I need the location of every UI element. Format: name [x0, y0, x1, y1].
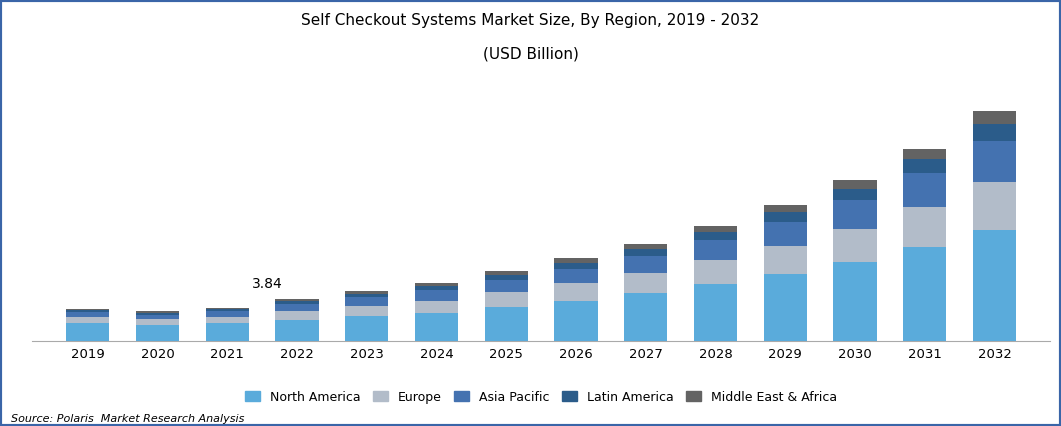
Bar [834, 262, 876, 341]
Bar [275, 304, 318, 311]
Bar [624, 249, 667, 256]
Bar [275, 299, 318, 301]
Bar [415, 283, 458, 286]
Bar [834, 201, 876, 229]
Bar [834, 229, 876, 262]
Bar [206, 308, 248, 309]
Bar [554, 301, 597, 341]
Bar [764, 204, 807, 212]
Bar [66, 323, 109, 341]
Bar [973, 124, 1016, 141]
Bar [554, 283, 597, 301]
Bar [694, 260, 737, 284]
Bar [554, 259, 597, 263]
Bar [903, 149, 946, 159]
Bar [973, 141, 1016, 182]
Bar [834, 189, 876, 201]
Bar [764, 222, 807, 246]
Bar [903, 159, 946, 173]
Bar [136, 320, 179, 325]
Bar [973, 111, 1016, 124]
Bar [485, 280, 528, 292]
Bar [694, 232, 737, 240]
Bar [624, 244, 667, 249]
Bar [206, 323, 248, 341]
Bar [275, 320, 318, 341]
Bar [136, 311, 179, 313]
Bar [136, 313, 179, 314]
Bar [345, 291, 388, 294]
Bar [136, 325, 179, 341]
Bar [345, 317, 388, 341]
Bar [345, 306, 388, 317]
Bar [624, 293, 667, 341]
Text: (USD Billion): (USD Billion) [483, 47, 578, 62]
Bar [694, 240, 737, 260]
Bar [415, 301, 458, 313]
Text: Source: Polaris  Market Research Analysis: Source: Polaris Market Research Analysis [11, 414, 244, 424]
Bar [206, 317, 248, 323]
Bar [554, 263, 597, 269]
Bar [973, 182, 1016, 230]
Bar [624, 273, 667, 293]
Bar [903, 207, 946, 248]
Bar [485, 275, 528, 280]
Bar [206, 309, 248, 311]
Bar [345, 294, 388, 297]
Bar [66, 312, 109, 317]
Bar [764, 246, 807, 274]
Bar [694, 284, 737, 341]
Bar [275, 301, 318, 304]
Bar [485, 307, 528, 341]
Bar [903, 173, 946, 207]
Bar [275, 311, 318, 320]
Bar [554, 269, 597, 283]
Bar [206, 311, 248, 317]
Bar [66, 310, 109, 312]
Text: Self Checkout Systems Market Size, By Region, 2019 - 2032: Self Checkout Systems Market Size, By Re… [301, 13, 760, 28]
Text: 3.84: 3.84 [253, 277, 283, 291]
Bar [136, 314, 179, 320]
Bar [694, 226, 737, 232]
Bar [485, 271, 528, 275]
Bar [415, 290, 458, 301]
Bar [764, 274, 807, 341]
Bar [485, 292, 528, 307]
Bar [415, 313, 458, 341]
Bar [973, 230, 1016, 341]
Bar [66, 317, 109, 323]
Bar [903, 248, 946, 341]
Bar [345, 297, 388, 306]
Bar [415, 286, 458, 290]
Bar [834, 180, 876, 189]
Bar [66, 308, 109, 310]
Bar [764, 212, 807, 222]
Bar [624, 256, 667, 273]
Legend: North America, Europe, Asia Pacific, Latin America, Middle East & Africa: North America, Europe, Asia Pacific, Lat… [240, 386, 842, 409]
